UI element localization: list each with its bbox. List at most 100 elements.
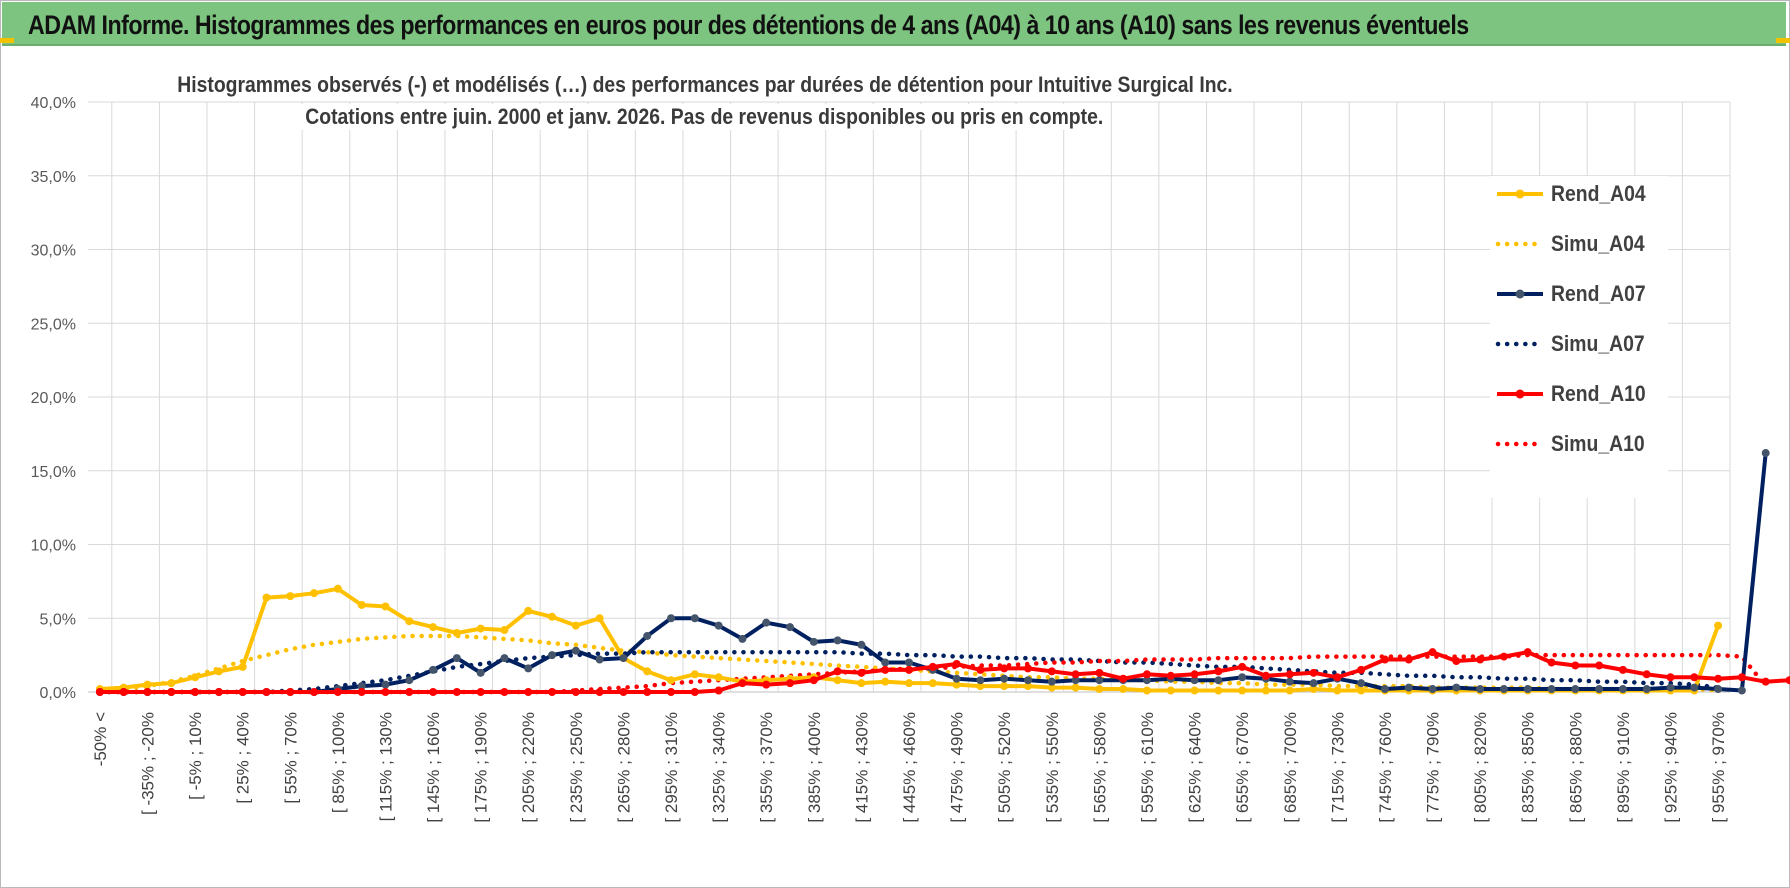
data-point-rend-a07	[1190, 676, 1199, 685]
y-tick-label: 40,0%	[31, 95, 76, 112]
data-point-rend-a07	[1761, 449, 1770, 458]
legend-swatch-simu-a10	[1495, 441, 1545, 447]
data-point-rend-a10	[1499, 652, 1508, 661]
legend-swatch-rend-a10	[1497, 389, 1543, 399]
data-point-rend-a07	[1523, 685, 1532, 694]
legend-swatch-rend-a07	[1497, 289, 1543, 299]
data-point-rend-a04	[167, 679, 176, 688]
y-tick-label: 30,0%	[31, 243, 76, 260]
data-point-rend-a04	[1285, 686, 1294, 695]
data-point-rend-a04	[667, 676, 676, 685]
data-point-rend-a04	[548, 612, 557, 621]
x-tick-label: [ 85% ; 100%	[329, 712, 348, 813]
data-point-rend-a04	[357, 600, 366, 609]
data-point-rend-a07	[429, 665, 438, 674]
data-point-rend-a07	[809, 637, 818, 646]
data-point-rend-a04	[976, 682, 985, 691]
data-point-rend-a07	[1714, 685, 1723, 694]
x-tick-label: [ 595% ; 610%	[1138, 712, 1157, 823]
chart-title: Histogrammes observés (-) et modélisés (…	[172, 72, 1238, 98]
y-axis-ticks: 0,0% 5,0% 10,0% 15,0% 20,0% 25,0% 30,0% 35,0% 40…	[31, 95, 76, 702]
x-tick-label: [ -35% ; -20%	[138, 712, 157, 815]
data-point-rend-a10	[905, 665, 913, 674]
data-point-rend-a07	[905, 658, 913, 667]
data-point-rend-a10	[1214, 667, 1223, 676]
x-tick-label: [ 295% ; 310%	[662, 712, 681, 823]
series-line-simu-a07	[97, 649, 1721, 695]
data-point-rend-a10	[809, 676, 818, 685]
y-tick-label: 5,0%	[40, 611, 76, 628]
data-point-rend-a04	[714, 673, 723, 682]
data-point-rend-a10	[1595, 661, 1604, 670]
data-point-rend-a07	[857, 640, 866, 649]
x-tick-label: [ 955% ; 970%	[1709, 712, 1728, 823]
legend-swatch-rend-a04	[1497, 189, 1543, 199]
data-point-rend-a10	[1333, 673, 1342, 682]
data-point-rend-a10	[1547, 658, 1556, 667]
x-tick-label: [ 55% ; 70%	[281, 712, 300, 804]
data-point-rend-a04	[143, 680, 152, 689]
data-point-rend-a10	[738, 679, 747, 688]
data-point-rend-a10	[595, 688, 604, 696]
data-point-rend-a10	[1476, 655, 1485, 664]
data-point-rend-a07	[1547, 685, 1556, 694]
corner-mark-left	[0, 38, 14, 43]
data-point-rend-a04	[476, 624, 485, 633]
x-tick-label: [ 625% ; 640%	[1186, 712, 1205, 823]
data-point-rend-a10	[1523, 648, 1532, 657]
data-point-rend-a04	[381, 602, 390, 611]
data-point-rend-a10	[762, 680, 771, 689]
data-point-rend-a10	[143, 688, 152, 696]
x-tick-label: [ 715% ; 730%	[1328, 712, 1347, 823]
legend-item-rend-a04: Rend_A04	[1490, 182, 1668, 232]
y-tick-label: 20,0%	[31, 390, 76, 407]
data-point-rend-a07	[833, 636, 842, 645]
data-point-rend-a07	[1238, 673, 1247, 682]
data-point-rend-a10	[1190, 670, 1199, 679]
data-point-rend-a10	[690, 688, 699, 696]
y-tick-label: 0,0%	[40, 685, 76, 702]
data-point-rend-a07	[1499, 685, 1508, 694]
data-point-rend-a07	[667, 614, 676, 623]
data-point-rend-a10	[500, 688, 509, 696]
data-point-rend-a04	[1166, 686, 1175, 695]
data-point-rend-a07	[1404, 683, 1413, 692]
data-point-rend-a07	[952, 674, 961, 683]
data-point-rend-a07	[357, 682, 366, 691]
data-point-rend-a07	[1023, 676, 1032, 685]
data-point-rend-a10	[1047, 667, 1056, 676]
chart-grid	[88, 101, 1731, 693]
x-tick-label: [ 535% ; 550%	[1043, 712, 1062, 823]
y-tick-label: 25,0%	[31, 316, 76, 333]
legend-label: Simu_A07	[1551, 331, 1645, 356]
data-point-rend-a04	[595, 614, 604, 623]
y-tick-label: 35,0%	[31, 169, 76, 186]
x-tick-label: [ 265% ; 280%	[614, 712, 633, 823]
data-point-rend-a10	[381, 688, 390, 696]
x-tick-label: [ 565% ; 580%	[1090, 712, 1109, 823]
data-point-rend-a04	[238, 662, 247, 671]
data-point-rend-a07	[405, 676, 414, 685]
legend-swatch-simu-a07	[1495, 341, 1545, 347]
data-point-rend-a10	[1261, 671, 1270, 680]
x-tick-label: [ 865% ; 880%	[1566, 712, 1585, 823]
data-point-rend-a10	[1714, 674, 1723, 683]
x-tick-label: [ 475% ; 490%	[948, 712, 967, 823]
data-point-rend-a10	[1428, 648, 1437, 657]
data-point-rend-a04	[1190, 686, 1199, 695]
data-point-rend-a10	[1095, 668, 1104, 677]
legend-label: Rend_A07	[1551, 281, 1646, 306]
data-point-rend-a10	[1166, 671, 1175, 680]
data-point-rend-a04	[905, 679, 913, 688]
data-point-rend-a07	[1214, 676, 1223, 685]
legend-item-simu-a04: Simu_A04	[1490, 232, 1668, 282]
data-point-rend-a04	[214, 667, 223, 676]
data-point-rend-a10	[1618, 665, 1627, 674]
data-point-rend-a07	[976, 676, 985, 685]
series-line-rend-a04	[99, 586, 1720, 693]
data-point-rend-a04	[1047, 683, 1056, 692]
data-point-rend-a04	[857, 679, 866, 688]
x-axis-ticks: -50% < [ -35% ; -20% [ -5% ; 10% [ 25% ; 40…	[91, 712, 1728, 823]
data-point-rend-a10	[476, 688, 485, 696]
